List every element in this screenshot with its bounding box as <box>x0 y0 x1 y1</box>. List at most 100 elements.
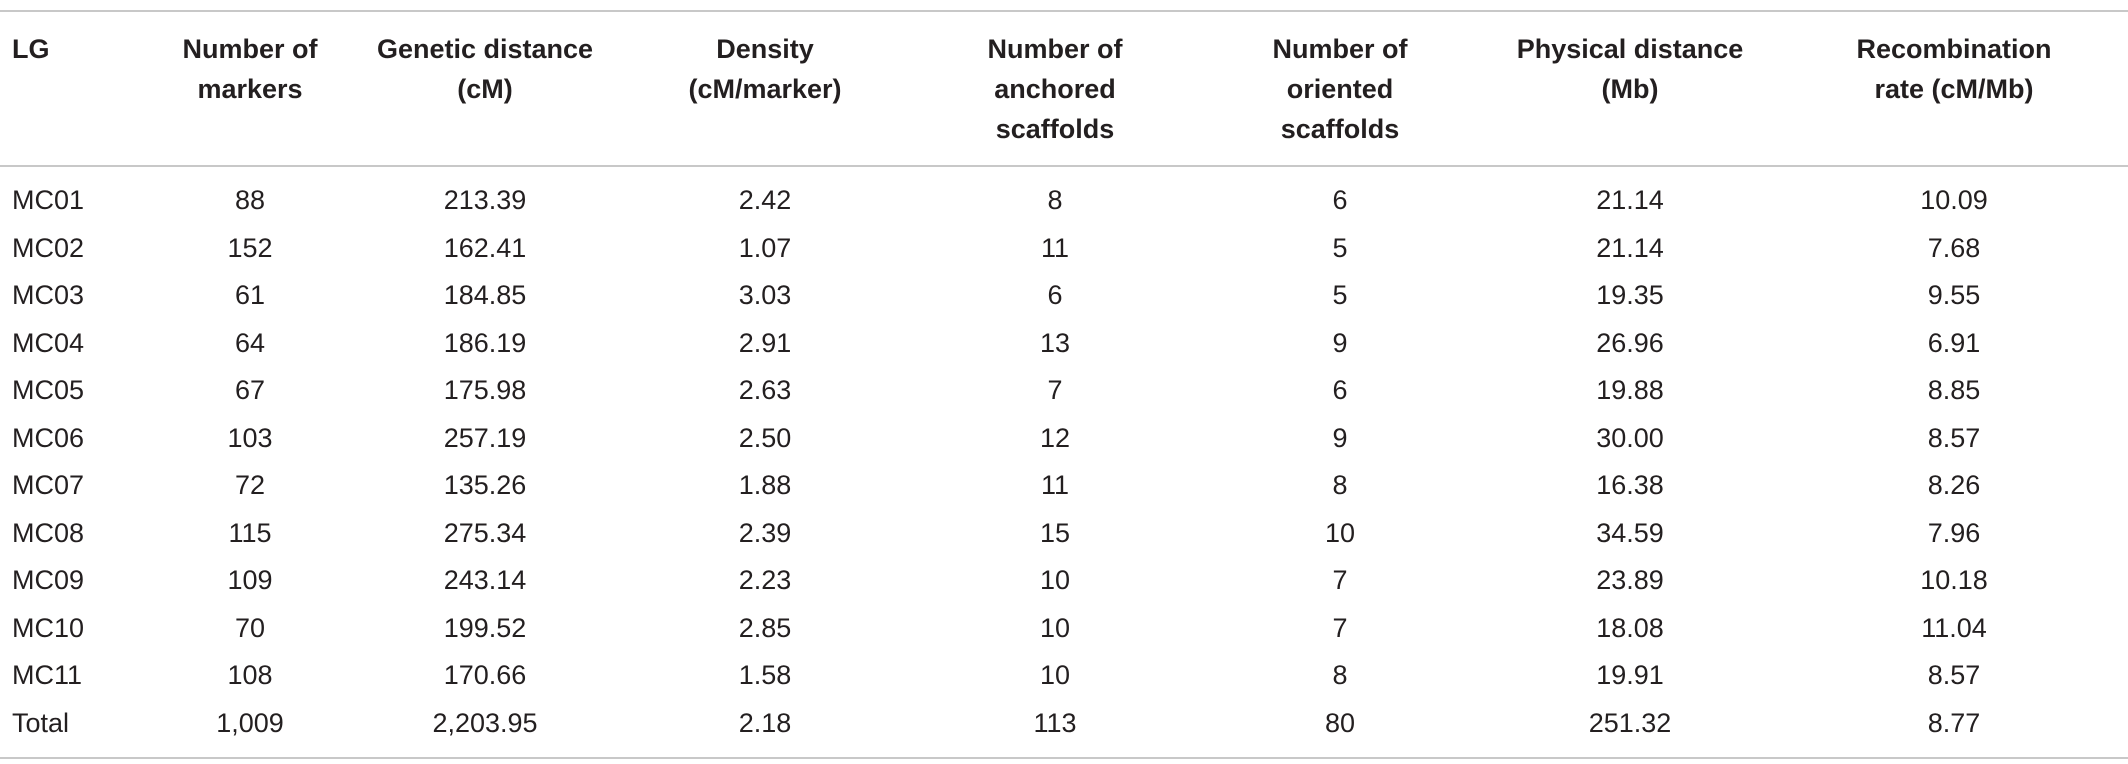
table-cell: 8.26 <box>1927 470 1981 501</box>
table-cell: 10 <box>1324 517 1356 548</box>
table-cell: 7 <box>1047 375 1063 406</box>
table-header: LG Number of markers Genetic distance (c… <box>0 11 2128 166</box>
table-cell: 12 <box>1039 422 1071 453</box>
table-cell: 257.19 <box>443 422 527 453</box>
column-header-oriented-scaffolds: Number of oriented scaffolds <box>1272 34 1408 144</box>
table-row: MC11 108 170.66 1.58 10 8 19.91 8.57 <box>0 652 2128 700</box>
table-cell: MC04 <box>12 327 85 358</box>
column-header-density: Density (cM/marker) <box>688 34 842 104</box>
table-cell: 8 <box>1332 470 1348 501</box>
table-row: MC05 67 175.98 2.63 7 6 19.88 8.85 <box>0 367 2128 415</box>
table-cell: 2.85 <box>738 612 792 643</box>
table-cell: 7 <box>1332 612 1348 643</box>
table-cell: 11 <box>1040 470 1070 501</box>
table-cell: MC01 <box>12 185 85 216</box>
table-row: MC10 70 199.52 2.85 10 7 18.08 11.04 <box>0 605 2128 653</box>
column-header-recombination-rate: Recombination rate (cM/Mb) <box>1856 34 2052 104</box>
table-cell: 9 <box>1332 422 1348 453</box>
column-header-genetic-distance: Genetic distance (cM) <box>376 34 594 104</box>
table-cell: 251.32 <box>1588 707 1672 738</box>
table-cell: 7.96 <box>1927 517 1981 548</box>
table-row: MC09 109 243.14 2.23 10 7 23.89 10.18 <box>0 557 2128 605</box>
table-cell: 103 <box>227 422 273 453</box>
table-row: MC08 115 275.34 2.39 15 10 34.59 7.96 <box>0 510 2128 558</box>
linkage-group-table: LG Number of markers Genetic distance (c… <box>0 10 2128 759</box>
table-cell: 18.08 <box>1596 612 1664 643</box>
table-cell: 1.07 <box>738 232 792 263</box>
table-cell: MC07 <box>12 470 85 501</box>
table-cell: 8.57 <box>1927 660 1981 691</box>
table-cell: 10.09 <box>1920 185 1988 216</box>
table-row-total: Total 1,009 2,203.95 2.18 113 80 251.32 8.77 <box>0 700 2128 759</box>
table-cell: 1,009 <box>216 707 284 738</box>
table-cell: 23.89 <box>1596 565 1664 596</box>
table-cell: 2.50 <box>738 422 792 453</box>
table-cell: 10 <box>1039 612 1071 643</box>
table-cell: 115 <box>228 517 272 548</box>
table-cell: 19.91 <box>1596 660 1664 691</box>
column-header-lg: LG <box>12 34 50 64</box>
table-row: MC04 64 186.19 2.91 13 9 26.96 6.91 <box>0 320 2128 368</box>
table-cell: 5 <box>1332 232 1348 263</box>
table-cell: 8 <box>1332 660 1348 691</box>
table-cell: 2.18 <box>738 707 792 738</box>
table-cell: 34.59 <box>1596 517 1664 548</box>
table-cell: 13 <box>1039 327 1071 358</box>
table-cell: 80 <box>1324 707 1356 738</box>
table-cell: 5 <box>1332 280 1348 311</box>
table-cell: MC05 <box>12 375 85 406</box>
table-cell: 243.14 <box>443 565 527 596</box>
table-cell: 2.91 <box>738 327 792 358</box>
table-cell: 108 <box>227 660 273 691</box>
table-cell: 15 <box>1039 517 1071 548</box>
table-cell: 6 <box>1332 375 1348 406</box>
table-cell: 109 <box>227 565 273 596</box>
table-cell: MC11 <box>12 660 83 691</box>
table-cell: 8 <box>1047 185 1063 216</box>
table-cell: 2,203.95 <box>432 707 538 738</box>
table-cell: 61 <box>234 280 266 311</box>
table-cell: 72 <box>234 470 266 501</box>
table-cell: 30.00 <box>1596 422 1664 453</box>
table-cell: 88 <box>234 185 266 216</box>
table-cell: 8.77 <box>1927 707 1981 738</box>
table-row: MC03 61 184.85 3.03 6 5 19.35 9.55 <box>0 272 2128 320</box>
table-cell: 9 <box>1332 327 1348 358</box>
table-cell: 10 <box>1039 565 1071 596</box>
table-cell: 7.68 <box>1927 232 1981 263</box>
table-cell: 26.96 <box>1596 327 1664 358</box>
table-cell: 2.42 <box>738 185 792 216</box>
table-cell: 2.39 <box>738 517 792 548</box>
table-body: MC01 88 213.39 2.42 8 6 21.14 10.09 MC02 152 162.4… <box>0 166 2128 758</box>
table-row: MC06 103 257.19 2.50 12 9 30.00 8.57 <box>0 415 2128 463</box>
table-cell: 184.85 <box>443 280 527 311</box>
table-cell: MC03 <box>12 280 85 311</box>
table-cell: 275.34 <box>443 517 527 548</box>
table-cell: 10.18 <box>1920 565 1988 596</box>
table-cell: 199.52 <box>443 612 527 643</box>
data-table-container: LG Number of markers Genetic distance (c… <box>0 10 2128 759</box>
table-cell: 11 <box>1040 232 1070 263</box>
table-cell: 213.39 <box>443 185 527 216</box>
table-cell: 21.14 <box>1596 232 1664 263</box>
table-cell: 7 <box>1332 565 1348 596</box>
column-header-physical-distance: Physical distance (Mb) <box>1516 34 1744 104</box>
table-cell: 10 <box>1039 660 1071 691</box>
table-cell: 11.04 <box>1921 612 1987 643</box>
table-cell: 67 <box>234 375 266 406</box>
table-cell: 9.55 <box>1927 280 1981 311</box>
table-cell: 70 <box>234 612 266 643</box>
table-row: MC01 88 213.39 2.42 8 6 21.14 10.09 <box>0 166 2128 225</box>
table-cell: 175.98 <box>443 375 527 406</box>
table-cell: 2.23 <box>738 565 792 596</box>
table-cell: 8.85 <box>1927 375 1981 406</box>
table-cell: 170.66 <box>443 660 527 691</box>
table-cell: MC02 <box>12 232 85 263</box>
table-cell: 2.63 <box>738 375 792 406</box>
table-cell: 19.35 <box>1596 280 1664 311</box>
table-cell: 21.14 <box>1596 185 1664 216</box>
table-cell: 19.88 <box>1596 375 1664 406</box>
table-cell: 6 <box>1332 185 1348 216</box>
table-cell: 1.58 <box>738 660 792 691</box>
table-cell: MC06 <box>12 422 85 453</box>
